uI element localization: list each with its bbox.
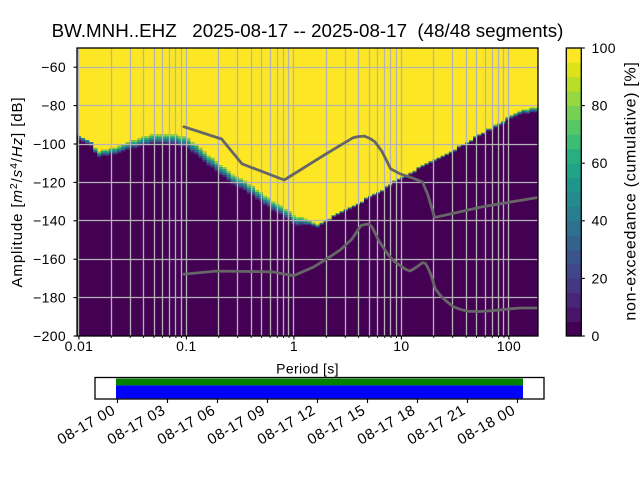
svg-text:20: 20 [592,270,608,286]
svg-text:40: 40 [592,213,608,229]
svg-text:−140: −140 [33,213,66,229]
svg-text:100: 100 [592,40,616,56]
svg-text:non-exceedance (cumulative) [%: non-exceedance (cumulative) [%] [623,61,640,320]
svg-text:0.01: 0.01 [65,338,94,354]
svg-text:10: 10 [393,338,409,354]
svg-text:−80: −80 [41,98,66,114]
svg-text:−160: −160 [33,251,66,267]
svg-text:−60: −60 [41,59,66,75]
svg-text:Period [s]: Period [s] [276,361,339,377]
svg-text:−180: −180 [33,290,66,306]
svg-text:0.1: 0.1 [176,338,197,354]
svg-text:BW.MNH..EHZ 2025-08-17 -- 20: BW.MNH..EHZ 2025-08-17 -- 2025-08-17 (48… [52,20,564,41]
svg-text:60: 60 [592,155,608,171]
svg-text:Amplitude [m2/s4/Hz] [dB]: Amplitude [m2/s4/Hz] [dB] [8,97,26,288]
svg-text:80: 80 [592,98,608,114]
svg-text:100: 100 [497,338,521,354]
svg-text:−200: −200 [33,328,66,344]
svg-text:−100: −100 [33,136,66,152]
svg-text:0: 0 [592,328,600,344]
svg-text:−120: −120 [33,174,66,190]
svg-text:1: 1 [290,338,298,354]
